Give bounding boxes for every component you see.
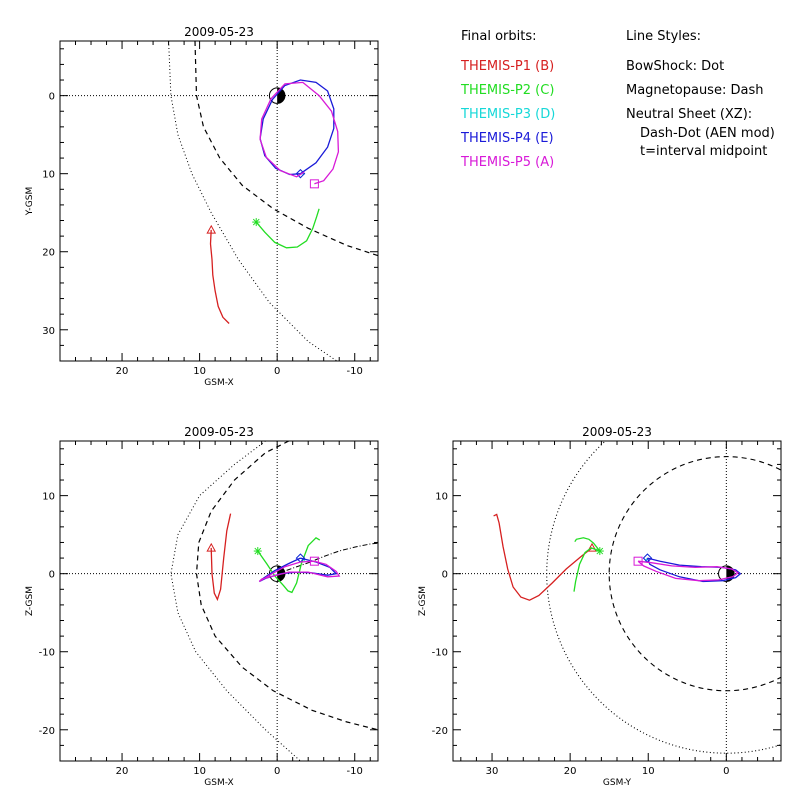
x-axis-label: GSM-X [204,378,233,388]
y-tick-label: 30 [42,326,55,337]
x-tick-label: 20 [116,766,129,777]
x-tick-label: 30 [486,766,499,777]
legend: Final orbits: THEMIS-P1 (B) THEMIS-P2 (C… [460,29,775,170]
y-tick-label: 20 [42,248,55,259]
legend-entry-p2: THEMIS-P2 (C) [460,83,554,98]
legend-header: Final orbits: [461,29,537,44]
plot-frame [59,40,379,362]
line-style-magnetopause: Magnetopause: Dash [626,83,763,98]
y-tick-label: 10 [42,170,55,181]
panel-3: 2009-05-23 30 20 10 0 10 0 -10 -20 GSM-Y Z-GSM [418,425,782,788]
y-tick-label: 10 [42,492,55,503]
legend-entry-p4: THEMIS-P4 (E) [460,131,554,146]
orbit-p2 [574,537,601,552]
marker-p2-asterisk [252,218,261,227]
orbit-p2 [573,547,601,592]
x-axis-label: GSM-Y [603,778,632,788]
x-tick-label: 20 [564,766,577,777]
neutral-sheet-line [277,542,378,575]
marker-p5-square [633,556,643,566]
y-tick-label: -20 [39,726,55,737]
orbit-p1 [210,513,232,602]
plot-area [60,441,378,761]
y-tick-label: -10 [39,648,55,659]
orbit-p5 [637,560,740,582]
y-axis-label: Z-GSM [418,586,428,616]
plot-area [453,441,781,761]
x-tick-label: -10 [347,366,363,377]
legend-entry-p1: THEMIS-P1 (B) [460,59,554,74]
ticks [59,441,378,762]
y-tick-label: -20 [432,726,448,737]
plot-area [60,41,378,361]
marker-p2-asterisk [253,547,262,556]
line-styles-header: Line Styles: [626,29,701,44]
line-style-neutral-sheet: Neutral Sheet (XZ): [626,107,752,122]
magnetopause-line [195,441,378,731]
plot-frame [59,440,379,762]
panel-1: 2009-05-23 20 10 0 -10 0 10 20 30 GSM-X Y-GSM [25,25,379,388]
line-style-interval-note: t=interval midpoint [640,144,767,159]
panel-2: 2009-05-23 20 10 0 -10 10 0 -10 -20 GSM-X Z-GSM [25,425,379,788]
line-style-dash-dot: Dash-Dot (AEN mod) [640,126,775,141]
plot-title: 2009-05-23 [184,25,254,39]
ticks [453,441,781,762]
x-tick-label: 0 [723,766,729,777]
orbit-p2 [255,208,320,249]
marker-p1-triangle [587,542,597,552]
marker-p1-triangle [206,224,217,234]
marker-p2-asterisk [595,547,604,556]
bowshock-line [168,41,338,361]
line-style-bowshock: BowShock: Dot [626,59,724,74]
marker-p4-diamond [642,553,653,563]
ticks [59,41,378,362]
magnetopause-line [194,41,378,257]
x-axis-label: GSM-X [204,778,233,788]
plot-title: 2009-05-23 [184,425,254,439]
x-tick-label: 10 [193,766,206,777]
y-tick-label: -10 [432,648,448,659]
x-tick-label: -10 [347,766,363,777]
x-tick-label: 10 [642,766,655,777]
orbit-p1 [493,513,593,601]
legend-entry-p5: THEMIS-P5 (A) [460,155,554,170]
x-tick-label: 10 [193,366,206,377]
marker-p3-diamond [642,553,653,563]
y-axis-label: Y-GSM [25,187,35,216]
x-tick-label: 20 [116,366,129,377]
y-tick-label: 0 [49,570,55,581]
x-tick-label: 0 [274,366,280,377]
orbit-p1 [209,229,230,324]
marker-p1-triangle [206,542,217,552]
bowshock-line [546,441,781,754]
orbit-p5 [258,560,341,583]
y-tick-label: 10 [435,492,448,503]
marker-p5-square [309,179,319,189]
magnetopause-line [608,456,781,692]
y-axis-label: Z-GSM [25,586,35,616]
legend-entry-p3: THEMIS-P3 (D) [460,107,555,122]
marker-p5-square [309,556,319,566]
y-tick-label: 0 [49,92,55,103]
orbit-p4 [646,557,742,583]
bowshock-line [170,441,301,761]
y-tick-label: 0 [442,570,448,581]
plot-title: 2009-05-23 [582,425,652,439]
plot-frame [452,440,782,762]
orbit-p5 [259,81,340,185]
x-tick-label: 0 [274,766,280,777]
